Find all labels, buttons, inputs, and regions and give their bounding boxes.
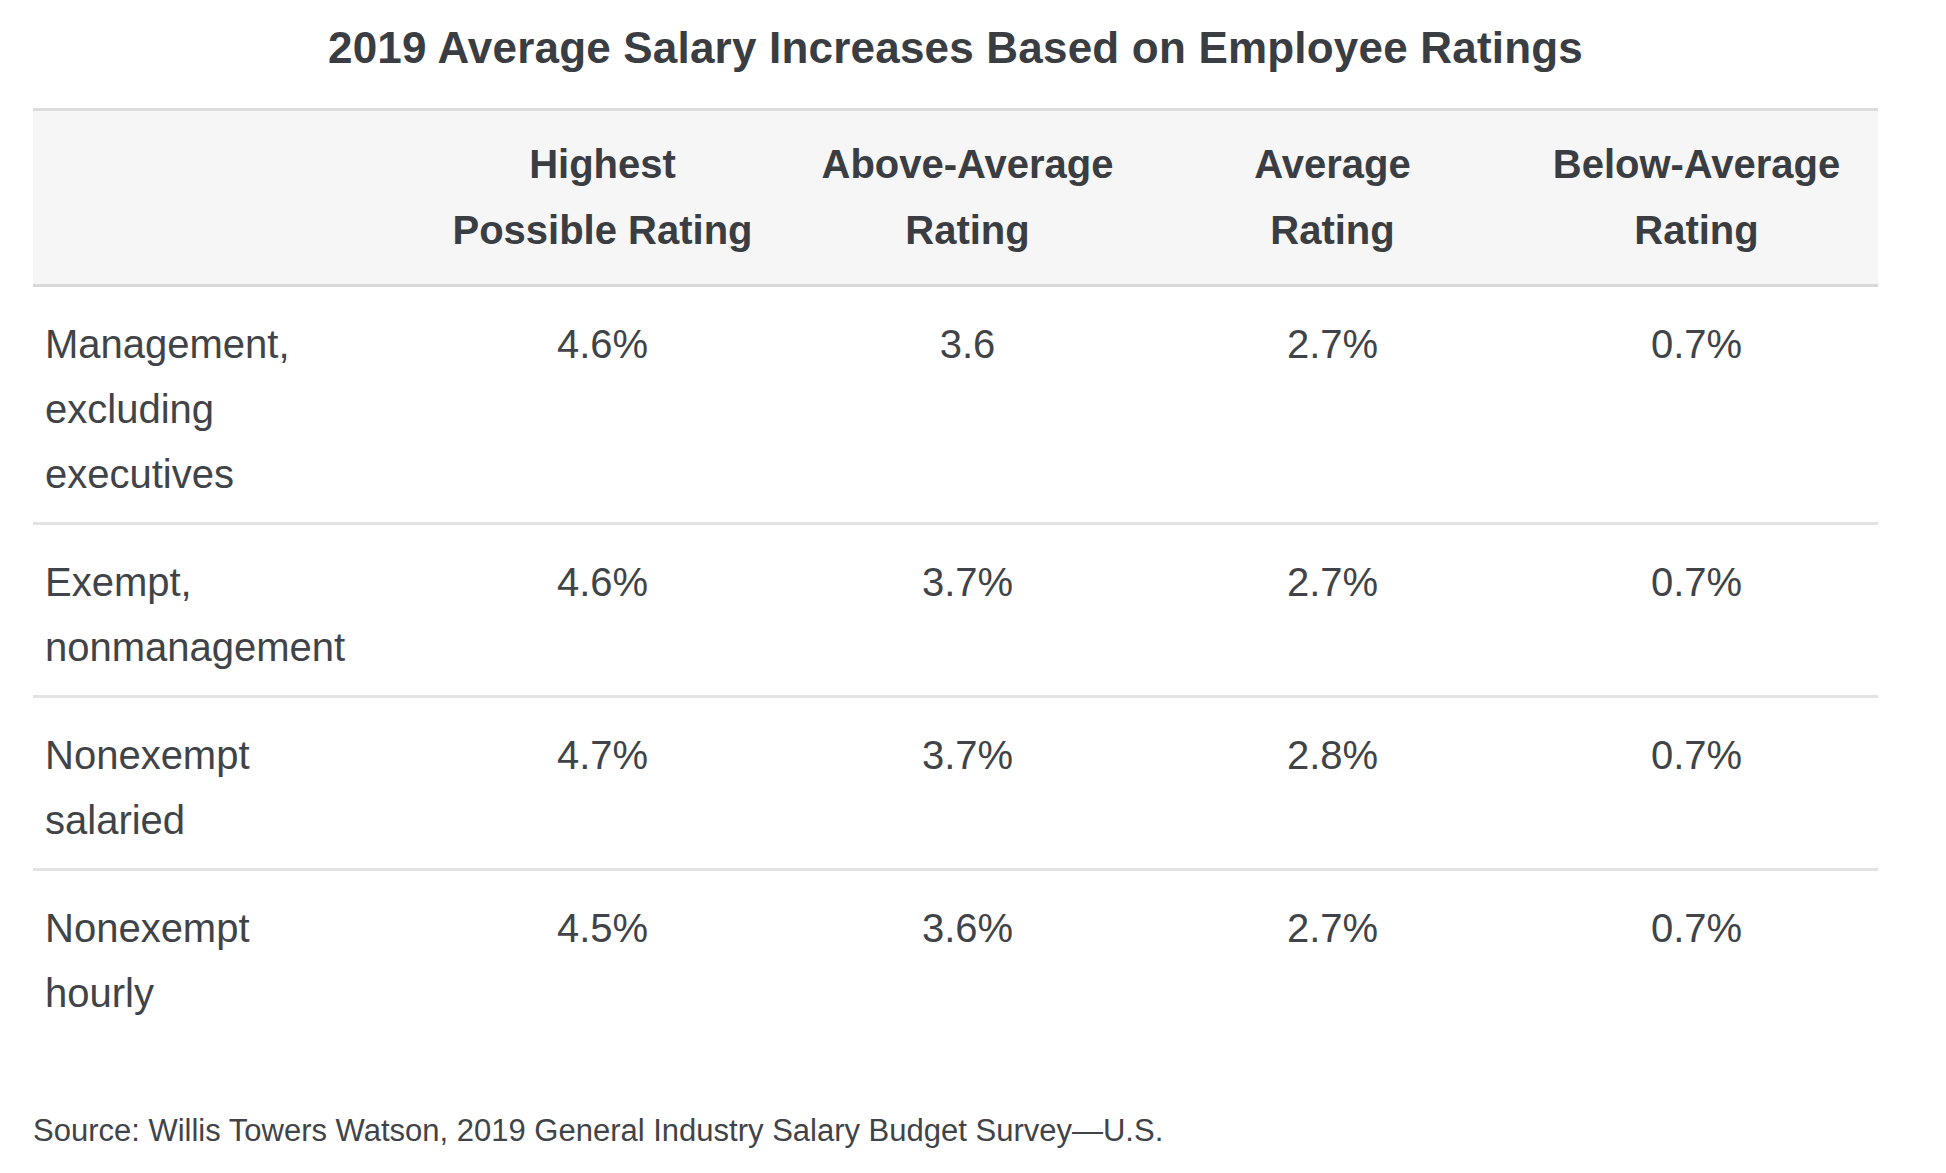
salary-table: Highest Possible Rating Above-Average Ra… (33, 108, 1878, 1041)
header-cell-average-rating: Average Rating (1150, 110, 1515, 286)
cell-nonexempt-hourly-below-average: 0.7% (1515, 870, 1878, 1042)
cell-nonexempt-salaried-highest: 4.7% (420, 697, 785, 870)
table-header-row: Highest Possible Rating Above-Average Ra… (33, 110, 1878, 286)
cell-management-above-average: 3.6 (785, 286, 1150, 524)
cell-exempt-above-average: 3.7% (785, 524, 1150, 697)
row-label-exempt: Exempt, nonmanagement (33, 524, 420, 697)
cell-nonexempt-salaried-above-average: 3.7% (785, 697, 1150, 870)
cell-exempt-below-average: 0.7% (1515, 524, 1878, 697)
page-title: 2019 Average Salary Increases Based on E… (33, 0, 1878, 72)
cell-exempt-highest: 4.6% (420, 524, 785, 697)
header-cell-above-average-rating: Above-Average Rating (785, 110, 1150, 286)
source-note: Source: Willis Towers Watson, 2019 Gener… (33, 1111, 1878, 1151)
cell-exempt-average: 2.7% (1150, 524, 1515, 697)
cell-nonexempt-hourly-above-average: 3.6% (785, 870, 1150, 1042)
figure-content: 2019 Average Salary Increases Based on E… (33, 0, 1878, 1151)
cell-management-average: 2.7% (1150, 286, 1515, 524)
cell-nonexempt-salaried-below-average: 0.7% (1515, 697, 1878, 870)
cell-management-highest: 4.6% (420, 286, 785, 524)
table-row-exempt: Exempt, nonmanagement 4.6% 3.7% 2.7% 0.7… (33, 524, 1878, 697)
cell-nonexempt-hourly-average: 2.7% (1150, 870, 1515, 1042)
header-cell-highest-possible-rating: Highest Possible Rating (420, 110, 785, 286)
table-row-nonexempt-hourly: Nonexempt hourly 4.5% 3.6% 2.7% 0.7% (33, 870, 1878, 1042)
cell-nonexempt-hourly-highest: 4.5% (420, 870, 785, 1042)
header-cell-empty (33, 110, 420, 286)
row-label-nonexempt-salaried: Nonexempt salaried (33, 697, 420, 870)
row-label-management: Management, excluding executives (33, 286, 420, 524)
cell-management-below-average: 0.7% (1515, 286, 1878, 524)
table-row-nonexempt-salaried: Nonexempt salaried 4.7% 3.7% 2.8% 0.7% (33, 697, 1878, 870)
row-label-nonexempt-hourly: Nonexempt hourly (33, 870, 420, 1042)
header-cell-below-average-rating: Below-Average Rating (1515, 110, 1878, 286)
cell-nonexempt-salaried-average: 2.8% (1150, 697, 1515, 870)
figure-page: 2019 Average Salary Increases Based on E… (0, 0, 1946, 1173)
table-row-management: Management, excluding executives 4.6% 3.… (33, 286, 1878, 524)
